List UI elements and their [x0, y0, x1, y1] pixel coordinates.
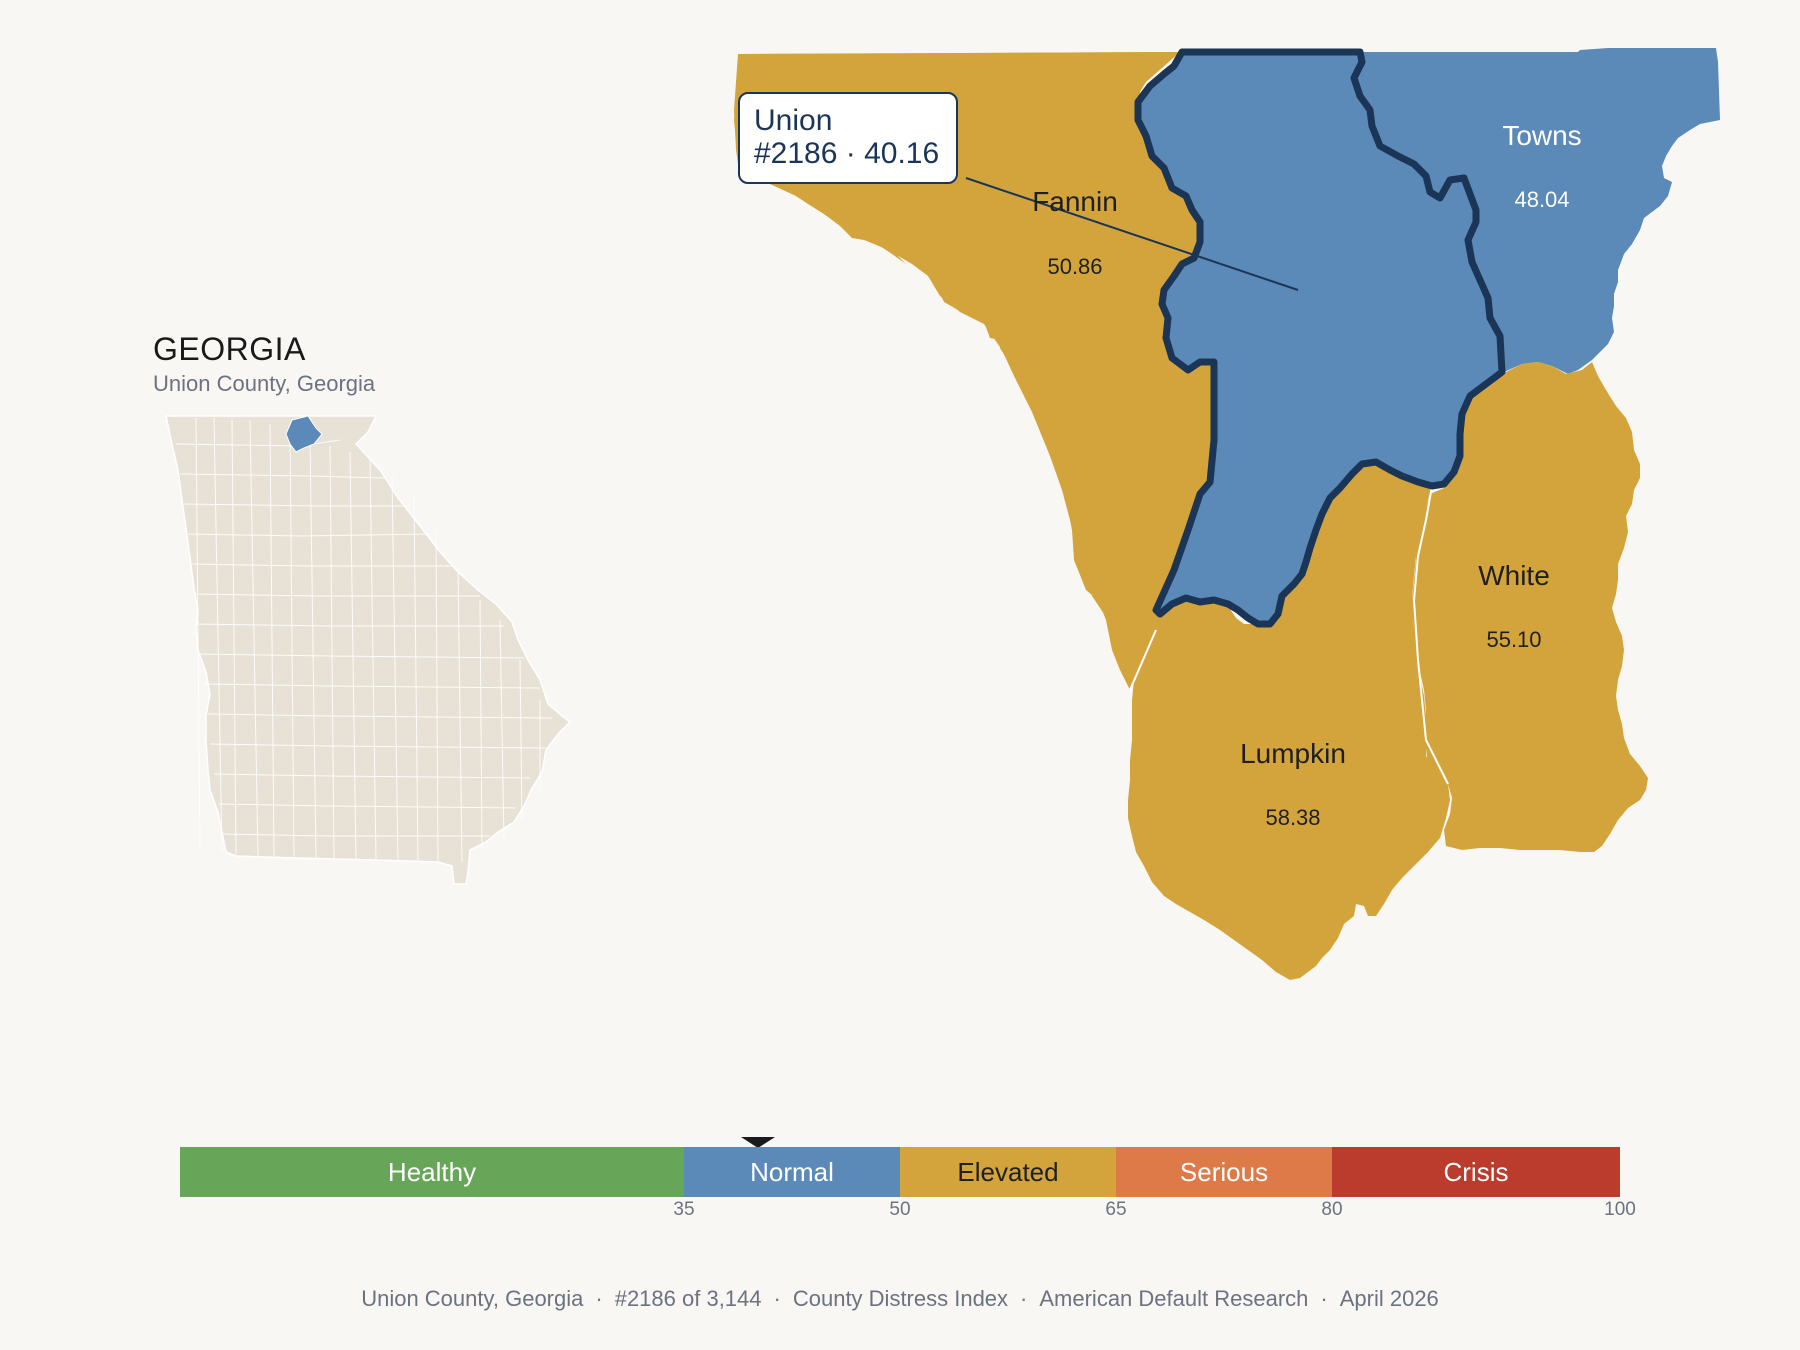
scale-tick-35: 35 — [673, 1199, 695, 1220]
label-lumpkin-score: 58.38 — [1265, 805, 1320, 830]
georgia-inset-map — [165, 415, 572, 885]
union-county-inset-highlight — [285, 415, 323, 453]
county-lumpkin[interactable] — [1128, 460, 1450, 980]
callout-county-name: Union — [754, 104, 833, 137]
scale-tick-100: 100 — [1604, 1199, 1636, 1220]
county-towns[interactable] — [1348, 48, 1720, 378]
label-fannin-score: 50.86 — [1047, 254, 1102, 279]
scale-marker-pointer — [741, 1137, 776, 1148]
footer-date: April 2026 — [1339, 1286, 1439, 1311]
label-towns-name: Towns — [1502, 120, 1581, 151]
county-white[interactable] — [1412, 362, 1648, 852]
footer-rank: #2186 of 3,144 — [614, 1286, 762, 1311]
callout-rank-score: #2186 · 40.16 — [754, 137, 940, 170]
footer-county: Union County, Georgia — [361, 1286, 584, 1311]
label-white-score: 55.10 — [1486, 627, 1541, 652]
scale-tick-65: 65 — [1105, 1199, 1127, 1220]
county-fannin-fill — [734, 52, 1214, 690]
scale-band-healthy: Healthy — [180, 1147, 684, 1197]
county-labels: Fannin 50.86 Towns 48.04 White 55.10 Lum… — [1032, 120, 1582, 830]
neighbor-counties — [734, 48, 1720, 980]
label-white-name: White — [1478, 560, 1550, 591]
county-union-selected[interactable] — [1134, 48, 1506, 628]
state-title: GEORGIA — [153, 331, 306, 367]
footer-credits: Union County, Georgia · #2186 of 3,144 · Cou… — [361, 1286, 1439, 1311]
scale-band-elevated: Elevated — [900, 1147, 1116, 1197]
scale-band-crisis: Crisis — [1332, 1147, 1620, 1197]
scale-tick-80: 80 — [1321, 1199, 1343, 1220]
distress-scale-bar: Healthy Normal Elevated Serious Crisis — [180, 1147, 1620, 1197]
selected-county-callout: Union #2186 · 40.16 — [738, 92, 958, 184]
scale-band-serious: Serious — [1116, 1147, 1332, 1197]
label-lumpkin-name: Lumpkin — [1240, 738, 1346, 769]
county-boundary-lines — [1129, 485, 1449, 785]
label-towns-score: 48.04 — [1514, 187, 1569, 212]
footer-index: County Distress Index — [792, 1286, 1009, 1311]
scale-tick-50: 50 — [889, 1199, 911, 1220]
label-fannin-name: Fannin — [1032, 186, 1118, 217]
georgia-state-shape — [165, 415, 572, 885]
callout-leader-line — [965, 177, 1299, 291]
scale-band-normal: Normal — [684, 1147, 900, 1197]
state-subtitle: Union County, Georgia — [153, 371, 376, 396]
footer-source: American Default Research — [1039, 1286, 1309, 1311]
